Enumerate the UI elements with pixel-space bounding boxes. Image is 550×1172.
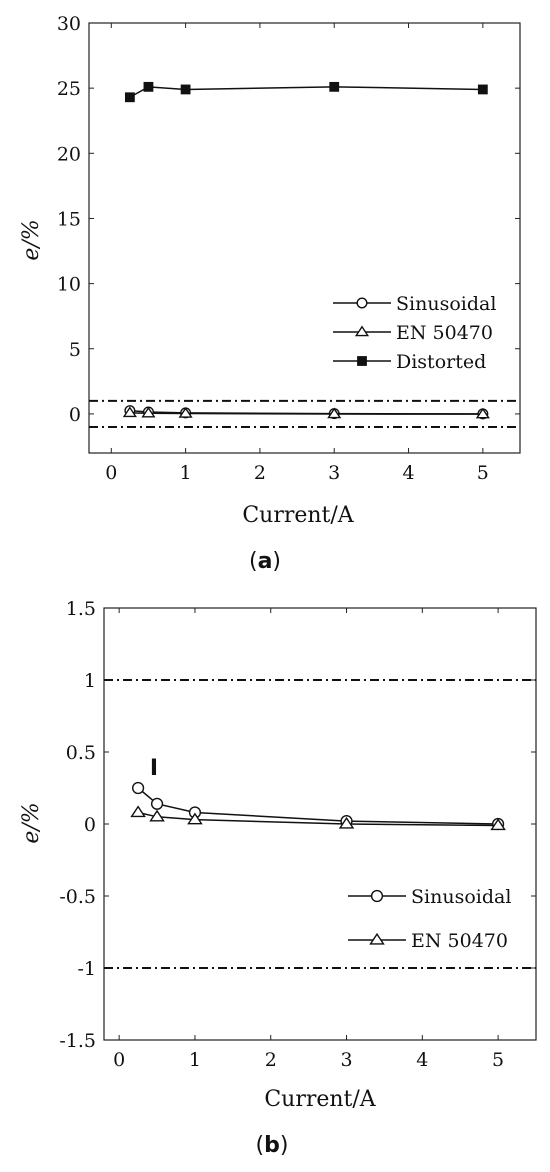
legend-item: Sinusoidal <box>348 886 511 908</box>
triangle-marker <box>178 407 193 418</box>
reference-lines <box>104 679 536 969</box>
x-tick-label: 4 <box>402 462 414 484</box>
plot-frame <box>88 22 521 454</box>
y-tick-label: 1.5 <box>66 598 96 620</box>
x-tick-label: 1 <box>180 462 192 484</box>
triangle-marker <box>149 809 165 822</box>
triangle-marker <box>354 325 370 337</box>
square-marker <box>143 81 154 92</box>
y-tick-label: 1 <box>84 670 96 692</box>
legend-item: Distorted <box>333 351 486 373</box>
y-tick-label: -0.5 <box>59 886 96 908</box>
y-tick-label: 30 <box>57 13 81 35</box>
y-tick-label: -1 <box>77 958 96 980</box>
legend-item: EN 50470 <box>333 322 493 344</box>
x-tick-label: 0 <box>113 1049 125 1071</box>
y-axis-label: e/% <box>19 219 44 260</box>
series-triangle <box>130 805 506 831</box>
chart-panel-a: 0 1 2 3 4 5 0 5 10 15 20 25 30 Sinusoidal EN 50470 Dis… <box>19 13 521 574</box>
square-marker <box>357 356 367 366</box>
x-tick-label: 5 <box>477 462 489 484</box>
legend: Sinusoidal EN 50470 <box>348 886 511 952</box>
y-tick-label: 15 <box>57 208 81 230</box>
legend-item: Sinusoidal <box>333 293 496 315</box>
panel-label: (a) <box>249 549 281 574</box>
square-marker <box>124 92 135 103</box>
annotation-label: I <box>150 756 158 781</box>
triangle-marker <box>490 818 506 831</box>
legend-label: EN 50470 <box>396 322 493 344</box>
panel-label: (b) <box>256 1133 289 1158</box>
panel-label-letter: b <box>264 1133 280 1158</box>
x-tick-label: 2 <box>254 462 266 484</box>
circle-marker <box>150 797 164 810</box>
series-circle <box>132 781 505 831</box>
x-axis-label: Current/A <box>242 503 354 528</box>
series-group <box>122 81 490 420</box>
circle-marker <box>132 781 145 795</box>
y-tick-label: 10 <box>57 274 81 296</box>
y-tick-label: 25 <box>57 78 81 100</box>
chart-panel-b: 0 1 2 3 4 5 -1.5 -1 -0.5 0 0.5 1 1.5 Sinusoidal EN 50… <box>19 598 537 1158</box>
panel-label-letter: a <box>258 549 273 574</box>
triangle-marker <box>338 816 355 829</box>
x-tick-label: 3 <box>328 462 340 484</box>
legend-label: Sinusoidal <box>396 293 496 315</box>
x-tick-label: 0 <box>105 462 117 484</box>
square-marker <box>329 81 340 92</box>
x-tick-label: 1 <box>189 1049 201 1071</box>
triangle-marker <box>369 932 385 945</box>
legend-item: EN 50470 <box>348 930 508 952</box>
x-tick-label: 4 <box>416 1049 428 1071</box>
circle-marker <box>370 889 384 903</box>
y-tick-label: 0 <box>84 814 96 836</box>
series-triangle <box>122 406 490 419</box>
reference-lines <box>89 399 520 428</box>
triangle-marker <box>122 406 137 418</box>
y-tick-label: 20 <box>57 143 81 165</box>
x-tick-label: 2 <box>265 1049 277 1071</box>
square-marker <box>477 84 488 95</box>
y-tick-label: -1.5 <box>59 1030 96 1052</box>
triangle-marker <box>327 407 342 419</box>
square-marker <box>180 84 191 95</box>
y-tick-label: 0.5 <box>66 742 96 764</box>
legend-label: Sinusoidal <box>411 886 511 908</box>
ticks: 0 1 2 3 4 5 0 5 10 15 20 25 30 <box>57 13 520 484</box>
y-axis-label: e/% <box>19 802 44 843</box>
legend-label: EN 50470 <box>411 930 508 952</box>
y-tick-label: 0 <box>69 404 81 426</box>
circle-marker <box>356 297 368 309</box>
triangle-marker <box>141 406 156 418</box>
triangle-marker <box>475 407 490 419</box>
x-tick-label: 5 <box>492 1049 504 1071</box>
legend: Sinusoidal EN 50470 Distorted <box>333 293 496 373</box>
ticks: 0 1 2 3 4 5 -1.5 -1 -0.5 0 0.5 1 1.5 <box>59 598 536 1071</box>
x-tick-label: 3 <box>340 1049 352 1071</box>
x-axis-label: Current/A <box>264 1087 376 1112</box>
triangle-marker <box>187 812 203 825</box>
y-tick-label: 5 <box>69 339 81 361</box>
triangle-marker <box>130 805 146 818</box>
series-group <box>130 781 506 831</box>
series-square <box>124 81 488 103</box>
legend-label: Distorted <box>396 351 486 373</box>
